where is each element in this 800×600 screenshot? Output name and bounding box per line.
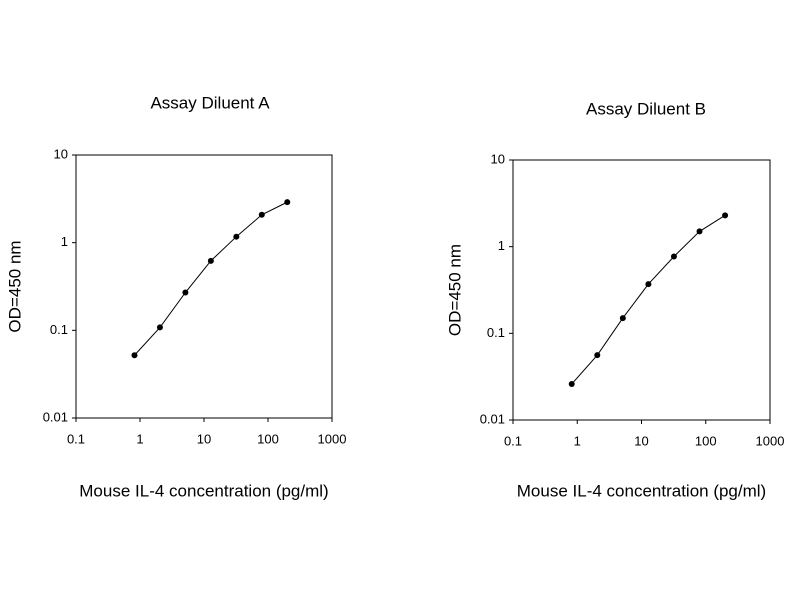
data-point xyxy=(696,228,703,235)
data-line xyxy=(134,201,288,356)
y-tick-label: 10 xyxy=(54,146,68,161)
x-tick-label: 100 xyxy=(695,433,717,448)
data-point xyxy=(594,352,601,359)
plot-frame xyxy=(512,159,771,421)
data-point xyxy=(233,233,240,240)
y-tick-label: 1 xyxy=(498,238,505,253)
data-point xyxy=(131,352,138,359)
x-tick-label: 10 xyxy=(634,433,648,448)
y-tick-label: 10 xyxy=(491,151,505,166)
x-tick-label: 1 xyxy=(574,433,581,448)
x-tick-label: 1000 xyxy=(756,433,785,448)
y-axis-label: OD=450 nm xyxy=(5,240,24,332)
data-point xyxy=(182,289,189,296)
data-point xyxy=(258,211,265,218)
data-point xyxy=(284,199,291,206)
y-tick-label: 0.01 xyxy=(43,409,68,424)
plot-frame xyxy=(75,154,333,419)
x-tick-label: 100 xyxy=(257,431,279,446)
data-point xyxy=(619,315,626,322)
y-tick-label: 1 xyxy=(61,234,68,249)
data-point xyxy=(722,212,729,219)
y-axis-label: OD=450 nm xyxy=(445,244,464,336)
x-tick-label: 0.1 xyxy=(504,433,522,448)
chart-title: Assay Diluent B xyxy=(586,99,706,118)
data-point xyxy=(670,253,677,260)
data-point xyxy=(568,381,575,388)
y-tick-label: 0.1 xyxy=(50,322,68,337)
x-tick-label: 1000 xyxy=(318,431,347,446)
y-tick-label: 0.1 xyxy=(487,325,505,340)
x-axis-label: Mouse IL-4 concentration (pg/ml) xyxy=(517,481,766,500)
x-tick-label: 10 xyxy=(197,431,211,446)
x-axis-label: Mouse IL-4 concentration (pg/ml) xyxy=(79,481,328,500)
data-point xyxy=(207,257,214,264)
data-point xyxy=(156,324,163,331)
data-line xyxy=(571,214,726,385)
data-point xyxy=(645,281,652,288)
chart-title: Assay Diluent A xyxy=(150,93,270,112)
x-tick-label: 0.1 xyxy=(67,431,85,446)
x-tick-label: 1 xyxy=(136,431,143,446)
y-tick-label: 0.01 xyxy=(480,411,505,426)
